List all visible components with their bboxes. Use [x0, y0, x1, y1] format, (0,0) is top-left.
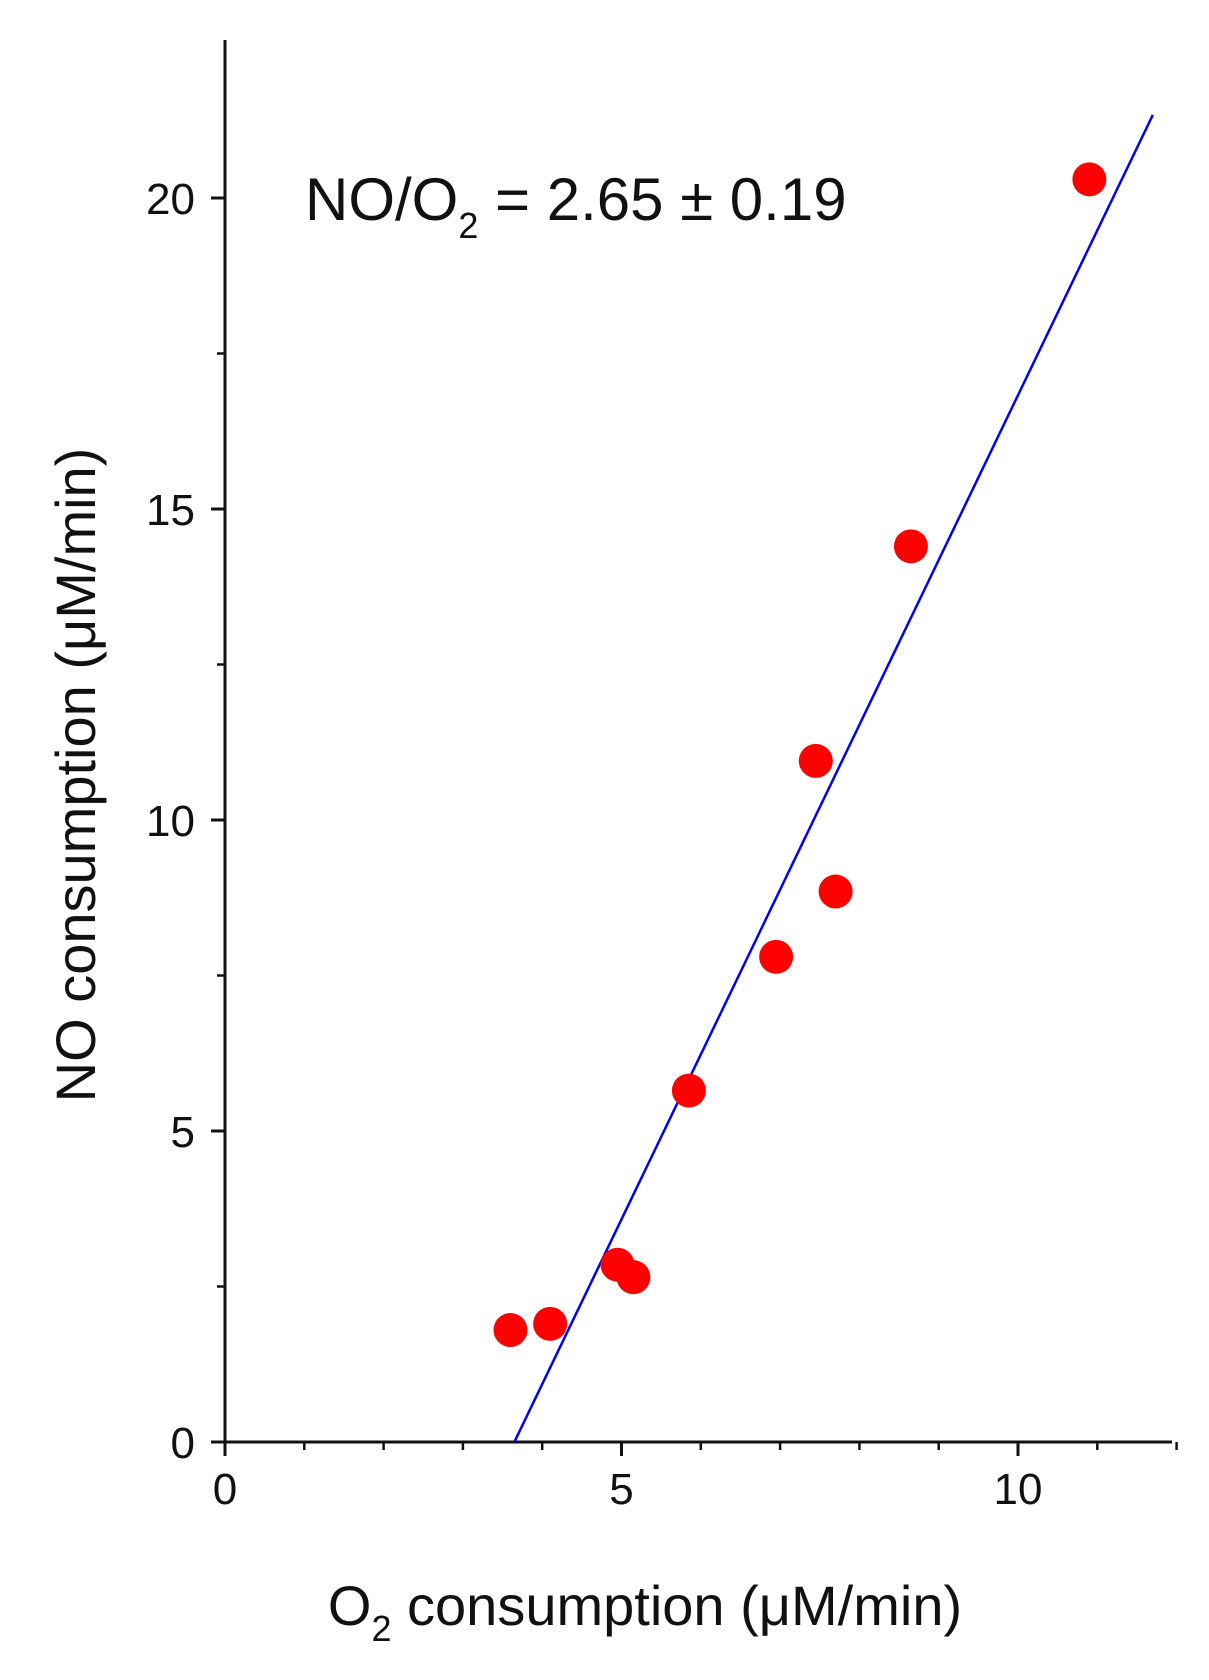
ticks: 0 5 10 0 5 10 15 20 — [146, 175, 1178, 1514]
y-tick-label: 5 — [171, 1108, 195, 1157]
data-point — [893, 529, 928, 564]
x-axis-title: O2 consumption (μM/min) — [328, 1574, 962, 1649]
data-point — [616, 1260, 651, 1295]
data-point — [533, 1306, 568, 1341]
y-tick-label: 10 — [146, 797, 195, 846]
y-tick-label: 0 — [171, 1419, 195, 1468]
data-point — [1072, 162, 1107, 197]
y-axis-title: NO consumption (μM/min) — [44, 448, 107, 1103]
x-tick-label: 10 — [994, 1465, 1043, 1514]
data-point — [671, 1073, 706, 1108]
fit-line — [513, 114, 1154, 1443]
x-tick-label: 0 — [213, 1465, 237, 1514]
data-point — [759, 939, 794, 974]
data-point — [493, 1313, 528, 1348]
fit-line-group — [513, 114, 1154, 1443]
x-tick-label: 5 — [609, 1465, 633, 1514]
data-points — [493, 162, 1107, 1348]
y-tick-label: 15 — [146, 486, 195, 535]
data-point — [798, 743, 833, 778]
axes — [223, 40, 1172, 1444]
y-tick-label: 20 — [146, 175, 195, 224]
fit-annotation: NO/O2 = 2.65 ± 0.19 — [305, 166, 847, 246]
data-point — [818, 874, 853, 909]
